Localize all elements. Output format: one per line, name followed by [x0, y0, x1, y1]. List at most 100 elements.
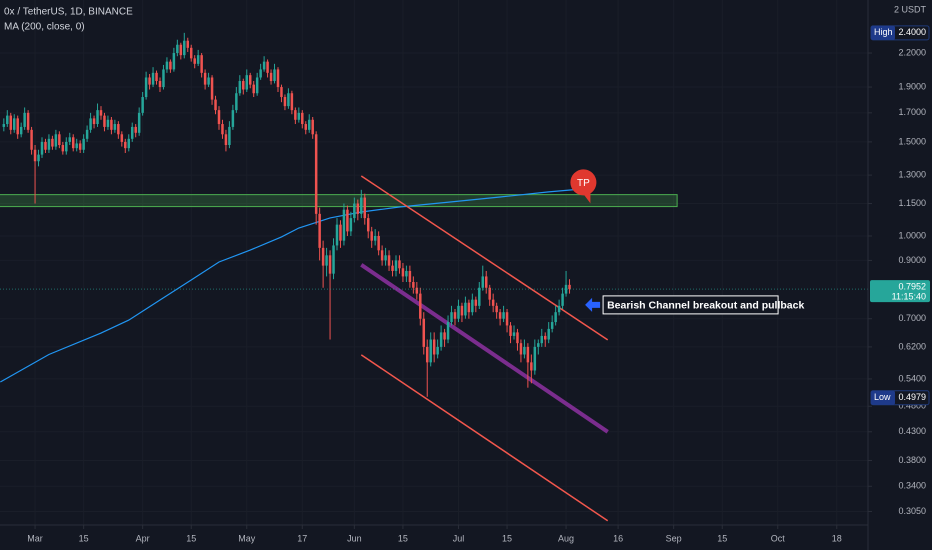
candle-body [155, 72, 158, 82]
candle-body [380, 250, 384, 261]
candle-body [474, 299, 478, 306]
x-tick-label: Apr [136, 533, 150, 543]
x-tick-label: Aug [558, 533, 574, 543]
candle-body [429, 339, 432, 363]
candle-body [335, 224, 339, 246]
candle-body [311, 119, 314, 135]
candle-body [262, 61, 266, 70]
candle-body [554, 312, 557, 323]
candle-body [217, 110, 221, 125]
candle-body [165, 61, 169, 70]
candle-body [196, 55, 200, 64]
tp-label: TP [577, 178, 590, 189]
candle-body [568, 284, 571, 290]
y-tick-label: 0.6200 [898, 341, 926, 351]
candle-body [120, 134, 124, 142]
candle-body [384, 255, 387, 261]
y-tick-label: 1.9000 [898, 81, 926, 91]
y-tick-label: 0.7000 [898, 313, 926, 323]
candle-body [30, 129, 33, 150]
candle-body [141, 97, 144, 113]
x-tick-label: 15 [717, 533, 727, 543]
candle-body [398, 260, 401, 269]
candle-body [245, 75, 249, 90]
candle-body [221, 124, 224, 135]
candle-body [481, 276, 485, 288]
candle-body [394, 260, 398, 271]
candle-body [65, 141, 68, 152]
candle-body [238, 81, 242, 94]
candle-body [540, 335, 544, 344]
candle-body [134, 126, 137, 133]
candle-body [443, 332, 446, 340]
candle-body [453, 312, 457, 319]
candle-body [332, 245, 335, 274]
x-tick-label: Oct [771, 533, 786, 543]
candle-body [68, 137, 72, 142]
candle-body [169, 61, 172, 70]
candle-body [550, 322, 554, 329]
candle-body [19, 126, 23, 135]
candle-body [297, 112, 301, 120]
candle-body [33, 149, 37, 162]
candle-body [484, 276, 488, 288]
y-tick-label: 0.3050 [898, 506, 926, 516]
candle-body [321, 247, 325, 266]
candle-body [523, 346, 526, 355]
candle-body [130, 126, 134, 139]
candle-body [307, 119, 311, 130]
candle-body [113, 124, 117, 130]
candle-body [464, 302, 467, 316]
candle-body [509, 325, 512, 336]
candle-body [248, 75, 252, 85]
price-label-value: 0.4979 [898, 392, 926, 402]
candle-body [186, 40, 190, 48]
x-tick-label: 18 [832, 533, 842, 543]
candle-body [103, 115, 106, 127]
zone [0, 194, 678, 208]
candle-body [377, 235, 380, 251]
candle-body [210, 77, 214, 100]
candle-body [370, 231, 373, 241]
y-tick-label: 1.3000 [898, 169, 926, 179]
candle-body [193, 58, 196, 64]
candle-body [162, 69, 165, 88]
candle-body [23, 112, 26, 127]
candle-body [349, 218, 353, 232]
candle-body [207, 77, 210, 85]
price-label-name: High [874, 27, 893, 37]
candle-body [363, 197, 367, 219]
unit-label: 2 USDT [894, 4, 927, 14]
candle-body [422, 318, 426, 347]
candle-body [408, 270, 412, 283]
candle-body [450, 312, 453, 323]
candle-body [432, 339, 436, 355]
x-tick-label: 16 [613, 533, 623, 543]
candle-body [82, 138, 85, 150]
y-tick-label: 0.4800 [898, 401, 926, 411]
candle-body [405, 270, 408, 277]
candle-body [75, 143, 78, 149]
x-tick-label: 15 [398, 533, 408, 543]
last-price-label: 0.7952 [898, 282, 926, 292]
y-tick-label: 1.7000 [898, 107, 926, 117]
candle-body [71, 137, 75, 149]
candle-body [460, 305, 464, 316]
candle-body [189, 47, 193, 59]
price-label-tag [871, 390, 895, 405]
candle-body [436, 346, 439, 355]
candle-body [280, 87, 283, 98]
candle-body [471, 299, 474, 313]
candle-body [290, 93, 294, 111]
candle-body [505, 312, 509, 326]
candle-body [547, 328, 550, 340]
candle-body [415, 287, 419, 294]
ma-line [0, 188, 584, 383]
candle-body [9, 115, 13, 130]
countdown-label: 11:15:40 [892, 292, 926, 302]
candle-body [512, 332, 516, 336]
candle-body [96, 110, 99, 125]
candle-body [314, 134, 318, 214]
